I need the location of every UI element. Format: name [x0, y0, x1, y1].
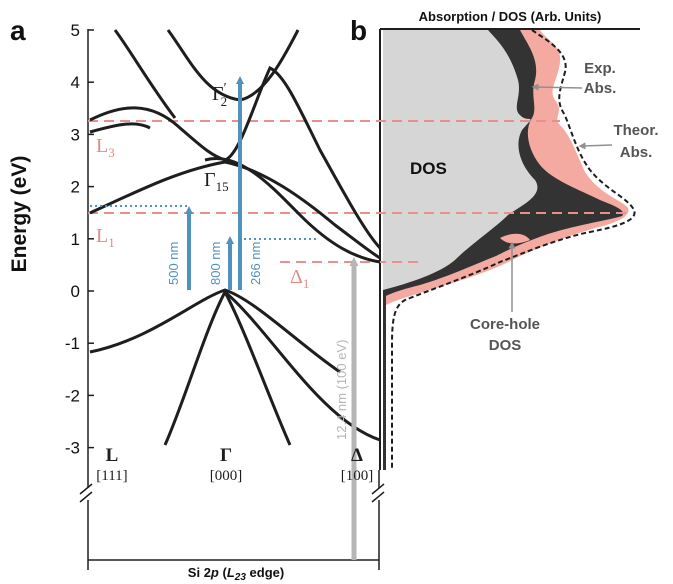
- band-valence-2: [163, 288, 292, 446]
- band-upper-right: [204, 157, 381, 264]
- label-G15: Γ15: [204, 169, 229, 194]
- panel-b-title: Absorption / DOS (Arb. Units): [419, 9, 602, 24]
- band-gamma2: [166, 29, 300, 102]
- y-tick-label: -3: [65, 439, 80, 458]
- dos-label: DOS: [410, 159, 447, 178]
- band-L3: [89, 66, 382, 250]
- exp-abs-label-line2: Abs.: [584, 80, 617, 97]
- sym-delta: Δ: [351, 445, 363, 466]
- sym-gamma-index: [000]: [210, 468, 243, 484]
- theor-abs-pointer: [578, 142, 613, 150]
- band-upper-left: [113, 29, 177, 119]
- theor-abs-label-line2: Abs.: [620, 144, 653, 161]
- y-tick-label: 3: [71, 125, 80, 144]
- label-L1: L1: [96, 225, 115, 250]
- label-D1: Δ1: [290, 266, 309, 291]
- y-tick-label: 2: [71, 178, 80, 197]
- y-tick-label: -1: [65, 334, 80, 353]
- y-tick-label: -2: [65, 386, 80, 405]
- band-curves: [89, 29, 382, 446]
- bottom-edge-label: Si 2p (L23 edge): [188, 565, 284, 583]
- sym-gamma: Γ: [220, 445, 232, 466]
- band-L1-to-gap: [89, 160, 381, 260]
- sym-L-index: [111]: [96, 468, 127, 484]
- band-valence-1: [89, 288, 341, 374]
- exp-abs-label-line1: Exp.: [584, 60, 616, 77]
- core-hole-dos-area: [383, 30, 624, 470]
- band-L3-upper: [89, 122, 151, 134]
- y-axis-label: Energy (eV): [8, 156, 31, 273]
- y-tick-label: 5: [71, 21, 80, 40]
- y-tick-label: 0: [71, 282, 80, 301]
- label-L3: L3: [96, 135, 115, 160]
- core-hole-label-line2: DOS: [489, 337, 522, 354]
- label-266nm: 266 nm: [248, 242, 263, 285]
- label-G2p: Γ′ 2: [212, 81, 227, 109]
- band-valence-deep: [224, 290, 381, 442]
- dos-area: [383, 30, 538, 290]
- panel-a: a Energy (eV) 5 4 3 2 1 0 -1 -2 -3: [8, 15, 630, 583]
- label-500nm: 500 nm: [166, 242, 181, 285]
- panel-b-letter: b: [350, 15, 367, 46]
- y-tick-label: 4: [71, 73, 80, 92]
- sym-L: L: [106, 445, 119, 466]
- core-hole-label-line1: Core-hole: [470, 316, 540, 333]
- axis-break-right: [371, 483, 385, 503]
- panel-b: Absorption / DOS (Arb. Units) DOS Exp. A…: [350, 9, 659, 470]
- sym-delta-index: [100]: [341, 468, 374, 484]
- theor-abs-label-line1: Theor.: [613, 122, 658, 139]
- y-ticks: 5 4 3 2 1 0 -1 -2 -3: [65, 21, 94, 458]
- label-xray: 12.4 nm (100 eV): [334, 340, 349, 440]
- exp-abs-pointer: [531, 83, 583, 91]
- label-800nm: 800 nm: [208, 242, 223, 285]
- y-tick-label: 1: [71, 230, 80, 249]
- core-hole-inner-gap: [500, 233, 530, 244]
- panel-a-letter: a: [10, 15, 26, 46]
- axis-break-left: [79, 483, 93, 503]
